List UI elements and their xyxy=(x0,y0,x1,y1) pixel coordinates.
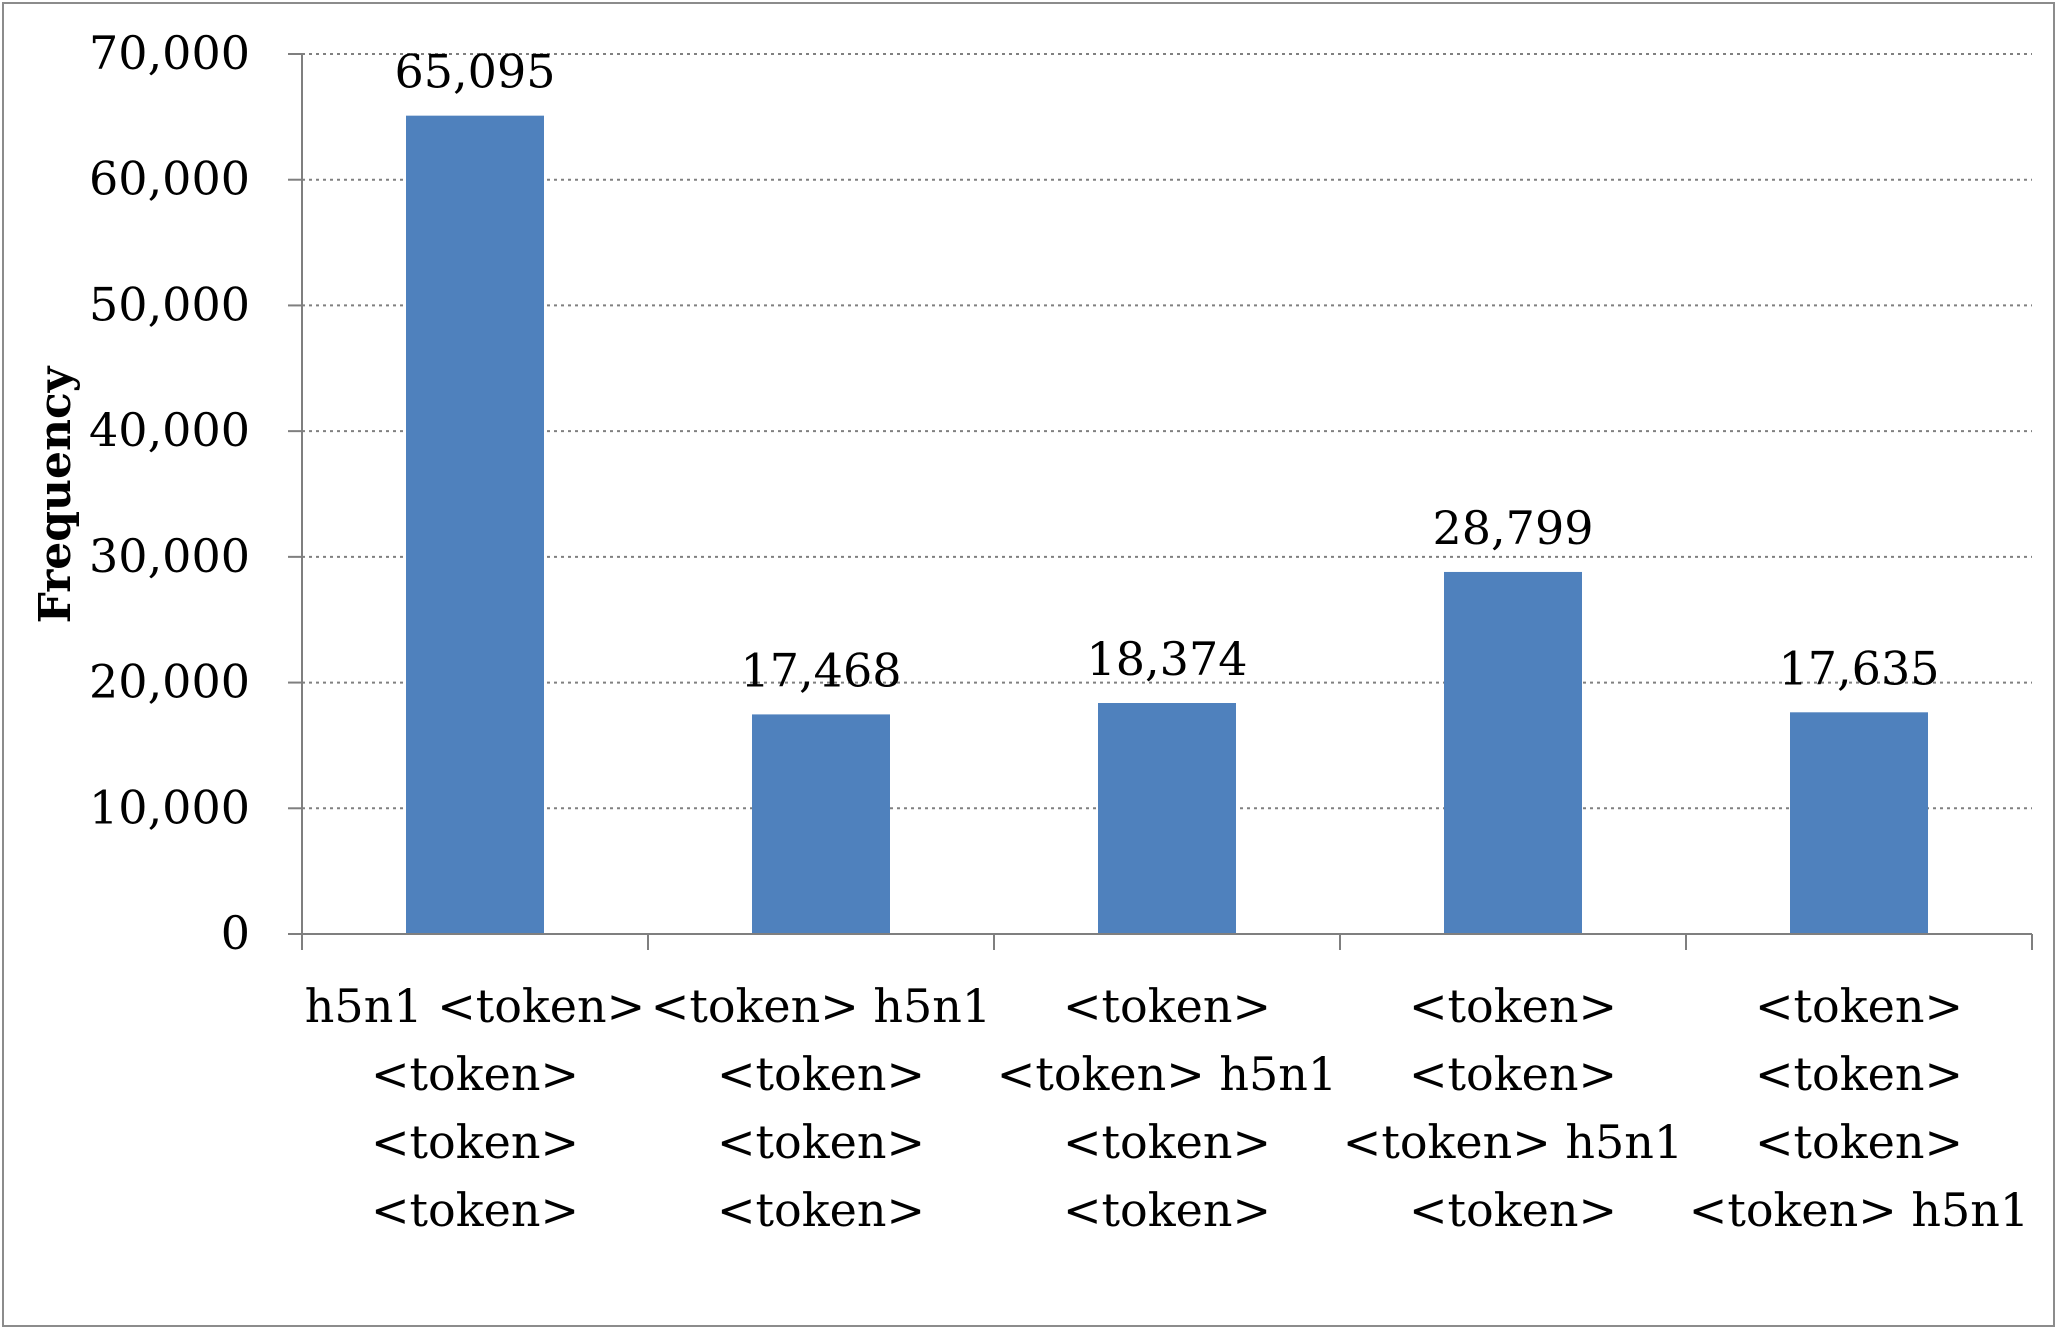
x-category-label: <token> <token> <token> h5n1 <token> xyxy=(1343,979,1683,1237)
x-category-label-line: <token> h5n1 xyxy=(1343,1115,1683,1169)
data-label: 18,374 xyxy=(1087,632,1248,686)
x-category-label-line: <token> xyxy=(1063,979,1271,1033)
y-tick-label: 10,000 xyxy=(89,780,250,834)
data-label: 28,799 xyxy=(1433,501,1594,555)
x-category-label-line: <token> xyxy=(1755,1047,1963,1101)
data-label: 65,095 xyxy=(395,45,556,99)
x-category-label-line: <token> xyxy=(717,1047,925,1101)
bar xyxy=(752,714,890,934)
data-label: 17,635 xyxy=(1779,641,1940,695)
bar xyxy=(1444,571,1582,934)
x-category-label-line: <token> h5n1 xyxy=(1689,1183,2029,1237)
bar xyxy=(1098,703,1236,934)
y-tick-label: 0 xyxy=(221,906,250,960)
gridlines xyxy=(302,53,2032,810)
x-category-label: h5n1 <token> <token> <token> <token> xyxy=(305,979,645,1237)
y-tick-label: 40,000 xyxy=(89,403,250,457)
labels: 0 10,000 20,000 30,000 40,000 50,000 60,000 70,… xyxy=(89,26,2029,1237)
bars xyxy=(406,115,1928,935)
x-category-label-line: <token> xyxy=(371,1183,579,1237)
x-category-label-line: <token> xyxy=(1063,1115,1271,1169)
x-category-label-line: <token> xyxy=(717,1115,925,1169)
x-category-label-line: <token> xyxy=(1409,1047,1617,1101)
y-axis-title: Frequency xyxy=(30,365,81,623)
x-category-label-line: <token> xyxy=(1063,1183,1271,1237)
x-category-label-line: h5n1 <token> xyxy=(305,979,645,1033)
x-category-label-line: <token> xyxy=(1409,1183,1617,1237)
x-category-label-line: <token> xyxy=(717,1183,925,1237)
axes xyxy=(288,53,2033,950)
bar xyxy=(406,115,544,935)
x-category-label-line: <token> xyxy=(371,1047,579,1101)
bar xyxy=(1790,712,1928,934)
x-category-label: <token> <token> <token> <token> h5n1 xyxy=(1689,979,2029,1237)
x-category-label-line: <token> xyxy=(1755,1115,1963,1169)
x-category-label-line: <token> xyxy=(1755,979,1963,1033)
y-tick-label: 30,000 xyxy=(89,529,250,583)
data-label: 17,468 xyxy=(741,643,902,697)
x-category-label-line: <token> h5n1 xyxy=(997,1047,1337,1101)
x-category-label: <token> <token> h5n1 <token> <token> xyxy=(997,979,1337,1237)
x-category-label-line: <token> xyxy=(371,1115,579,1169)
y-tick-label: 60,000 xyxy=(89,152,250,206)
x-category-label: <token> h5n1 <token> <token> <token> xyxy=(651,979,991,1237)
y-tick-label: 70,000 xyxy=(89,26,250,80)
y-tick-label: 20,000 xyxy=(89,655,250,709)
x-category-label-line: <token> h5n1 xyxy=(651,979,991,1033)
y-tick-label: 50,000 xyxy=(89,277,250,331)
x-category-label-line: <token> xyxy=(1409,979,1617,1033)
